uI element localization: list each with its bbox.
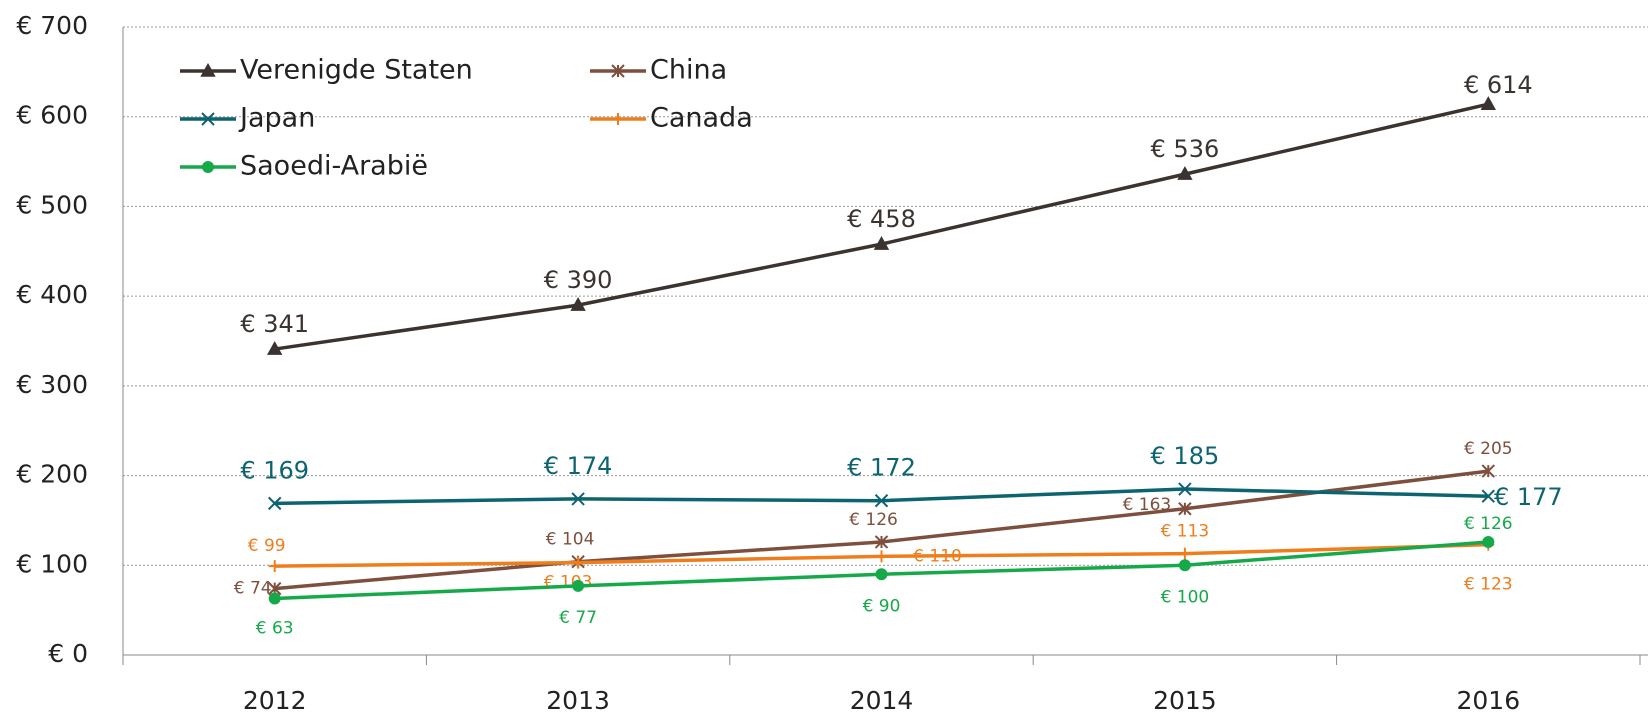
data-label: € 177 [1494, 483, 1563, 511]
x-tick-label: 2012 [243, 686, 307, 715]
marker [267, 341, 283, 355]
data-label: € 169 [240, 456, 309, 484]
marker [267, 496, 282, 511]
y-tick-label: € 100 [16, 549, 88, 578]
marker [570, 297, 586, 311]
data-label: € 163 [1123, 495, 1172, 515]
marker [268, 560, 281, 573]
data-label: € 341 [240, 310, 309, 338]
data-label: € 100 [1161, 587, 1210, 607]
x-tick-label: 2014 [850, 686, 914, 715]
x-tick-label: 2016 [1456, 686, 1520, 715]
data-label: € 172 [847, 454, 916, 482]
marker [611, 64, 625, 78]
data-label: € 103 [544, 573, 593, 593]
y-tick-label: € 400 [16, 280, 88, 309]
legend-label: Saoedi-Arabië [240, 151, 428, 182]
data-label: € 104 [546, 530, 595, 550]
marker [1178, 547, 1191, 560]
legend-label: Canada [650, 103, 753, 134]
marker [874, 535, 889, 549]
marker [201, 112, 215, 126]
marker [1178, 502, 1192, 516]
x-tick-label: 2015 [1153, 686, 1217, 715]
data-label: € 205 [1464, 439, 1513, 459]
marker [1177, 166, 1193, 180]
marker [1481, 464, 1496, 478]
marker [571, 492, 585, 506]
data-label: € 536 [1151, 135, 1220, 163]
legend-label: Verenigde Staten [240, 55, 473, 86]
data-label: € 174 [544, 452, 613, 480]
marker [875, 568, 888, 581]
y-tick-label: € 700 [16, 11, 88, 40]
data-label: € 113 [1161, 522, 1210, 542]
y-tick-label: € 0 [48, 639, 88, 668]
marker [202, 161, 214, 173]
y-tick-label: € 200 [16, 460, 88, 489]
data-label: € 614 [1464, 71, 1533, 99]
data-label: € 126 [1464, 514, 1513, 534]
marker [873, 236, 890, 250]
data-label: € 123 [1464, 575, 1513, 595]
marker [874, 493, 889, 508]
data-label: € 390 [544, 266, 613, 294]
data-label: € 185 [1151, 442, 1220, 470]
marker [1481, 489, 1496, 503]
legend-label: China [650, 55, 727, 86]
data-label: € 63 [256, 618, 294, 638]
marker [1178, 559, 1191, 572]
marker [572, 556, 585, 569]
marker [612, 113, 624, 125]
marker [572, 579, 585, 592]
data-label: € 110 [913, 546, 962, 566]
marker [200, 62, 216, 77]
y-tick-label: € 600 [16, 101, 88, 130]
data-label: € 77 [559, 608, 597, 628]
data-label: € 126 [849, 510, 898, 530]
marker [268, 592, 281, 605]
y-tick-label: € 500 [16, 190, 88, 219]
data-label: € 99 [248, 536, 286, 556]
data-label: € 74 [234, 579, 272, 599]
marker [1178, 482, 1192, 496]
legend-label: Japan [238, 103, 315, 134]
data-label: € 458 [847, 205, 916, 233]
marker [1482, 535, 1495, 548]
marker [1480, 96, 1496, 110]
x-tick-label: 2013 [546, 686, 610, 715]
y-tick-label: € 300 [16, 370, 88, 399]
data-label: € 90 [863, 596, 901, 616]
marker [875, 550, 888, 563]
